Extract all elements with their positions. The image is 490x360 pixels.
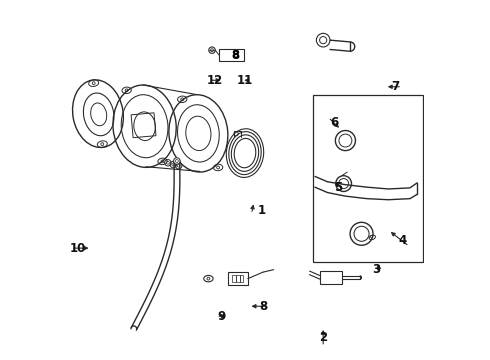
Text: 7: 7 [392,80,400,93]
Text: 6: 6 [331,116,339,129]
Text: 2: 2 [319,331,327,344]
Text: 1: 1 [258,204,266,217]
Bar [313,95,422,262]
Bar [228,272,248,285]
Text: 8: 8 [232,49,240,62]
Text: 10: 10 [70,242,86,255]
Text: 5: 5 [334,181,343,194]
Text: 8: 8 [231,50,239,60]
Bar [236,275,240,282]
Circle shape [173,158,180,164]
Bar [232,275,236,282]
Bar [131,113,156,138]
Text: 3: 3 [372,263,380,276]
Bar [320,271,342,284]
Bar [240,275,243,282]
Text: 12: 12 [206,74,222,87]
Text: 8: 8 [259,300,267,313]
Text: 9: 9 [218,310,226,323]
Bar [219,49,244,61]
Text: 11: 11 [237,74,253,87]
Text: 4: 4 [399,234,407,247]
